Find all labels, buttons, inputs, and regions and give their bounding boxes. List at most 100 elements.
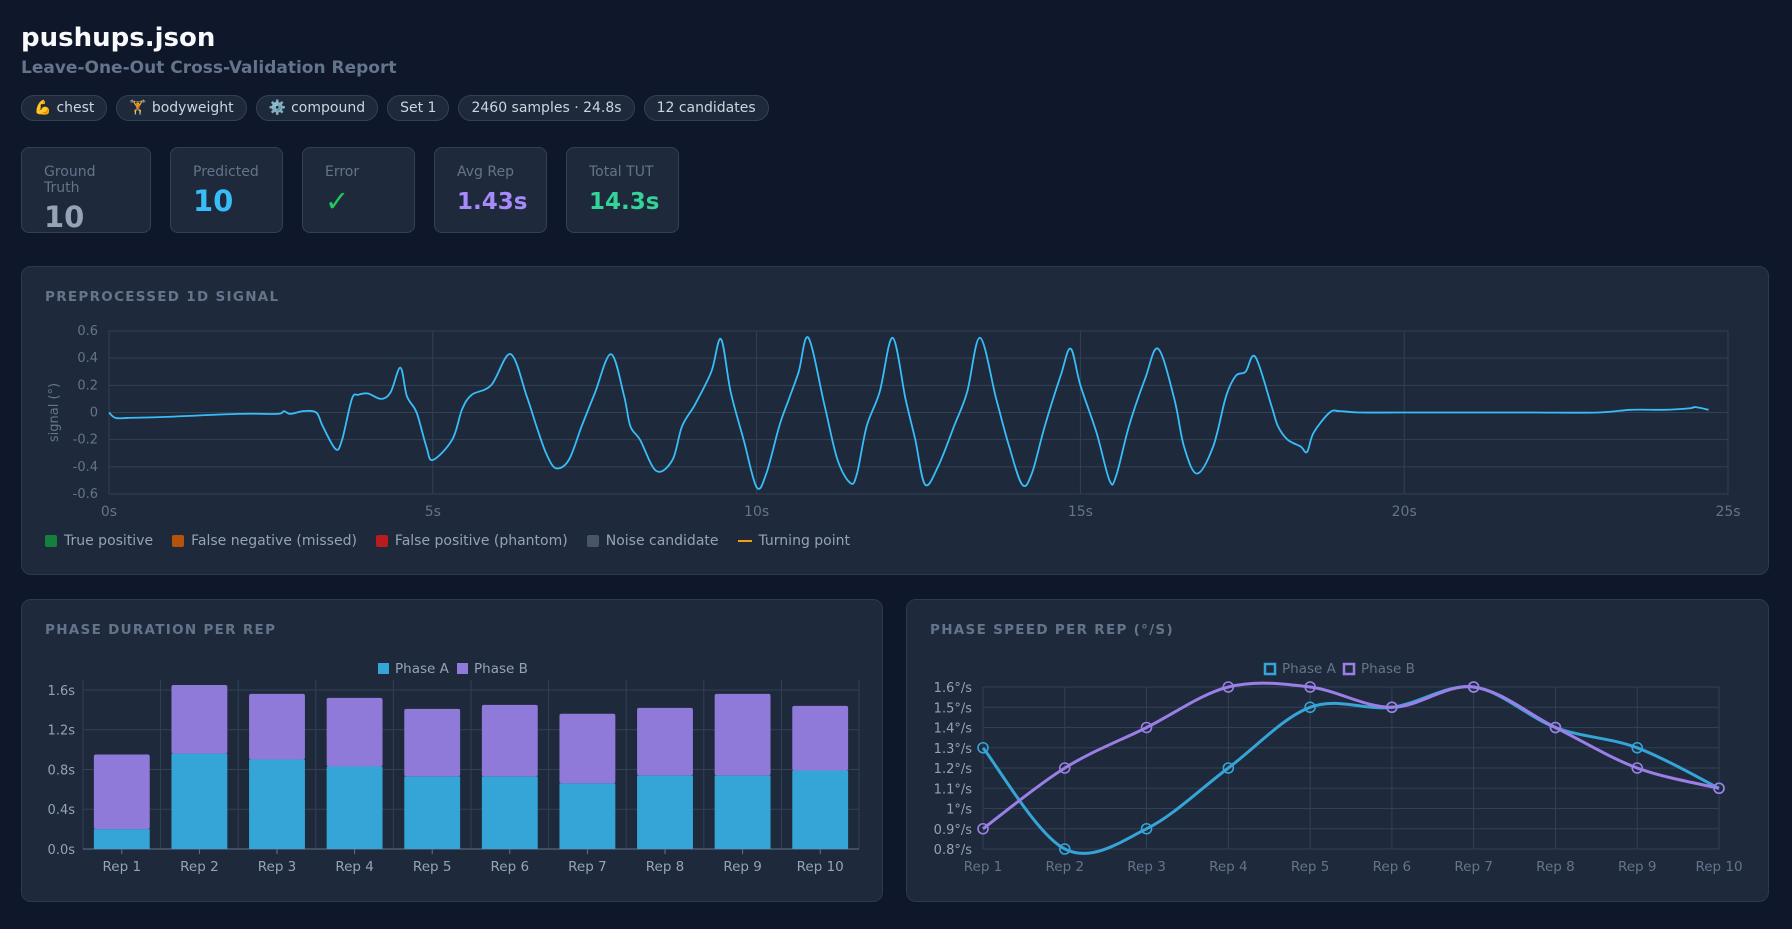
stat-total-tut: Total TUT 14.3s — [566, 147, 679, 233]
legend-label: Noise candidate — [605, 533, 719, 549]
y-tick-label: 0.4 — [77, 351, 98, 366]
tag-samples: 2460 samples · 24.8s — [458, 95, 635, 121]
bar-phase-a — [326, 766, 383, 849]
legend-swatch — [45, 535, 57, 547]
y-axis-label: signal (°) — [47, 383, 62, 442]
y-tick-label: 1.5°/s — [934, 701, 973, 716]
stat-ground-truth: Ground Truth 10 — [21, 147, 151, 234]
x-tick-label: Rep 6 — [1373, 859, 1412, 875]
point-phase-b — [1058, 762, 1071, 774]
y-tick-label: 0.9°/s — [934, 823, 973, 838]
point-phase-a — [1058, 843, 1071, 855]
bar-phase-a — [637, 775, 693, 849]
y-tick-label: 1.6°/s — [934, 681, 973, 696]
gear-icon: ⚙️ — [268, 100, 287, 116]
legend-label: Phase B — [1361, 661, 1415, 677]
x-tick-label: 10s — [744, 504, 769, 520]
y-tick-label: -0.4 — [73, 460, 98, 475]
point-phase-b — [1304, 681, 1316, 693]
legend-label: True positive — [64, 533, 154, 549]
tag-candidates: 12 candidates — [643, 95, 769, 121]
point-phase-b — [1713, 782, 1725, 795]
y-tick-label: 1.4°/s — [934, 722, 973, 737]
legend-false-negative: False negative (missed) — [172, 533, 357, 549]
point-phase-a — [977, 741, 989, 754]
bar-phase-b — [171, 684, 228, 754]
weightlifter-icon: 🏋 — [129, 100, 147, 116]
bar-phase-b — [481, 704, 538, 777]
point-phase-b — [977, 822, 989, 835]
legend-turning-point: Turning point — [737, 533, 850, 549]
panel-title: PHASE DURATION PER REP — [45, 622, 277, 638]
y-tick-label: 0.6 — [77, 324, 98, 339]
line-phase-b — [982, 681, 1720, 830]
bar-phase-b — [326, 697, 383, 767]
legend-swatch — [375, 535, 388, 547]
x-tick-label: Rep 7 — [1454, 859, 1493, 875]
legend-swatch — [1342, 662, 1356, 676]
x-tick-label: 0s — [101, 504, 117, 520]
tag-equipment: 🏋 bodyweight — [116, 95, 247, 121]
bar-phase-a — [171, 753, 228, 849]
y-tick-label: 0.8°/s — [934, 843, 973, 858]
y-tick-label: 1.1°/s — [934, 782, 973, 797]
phase-speed-panel: PHASE SPEED PER REP (°/S) Phase A Phase B… — [906, 599, 1769, 902]
x-tick-label: Rep 10 — [1695, 859, 1742, 875]
y-tick-label: 0.8s — [48, 763, 76, 778]
stat-avg-rep: Avg Rep 1.43s — [434, 147, 547, 233]
legend-swatch — [378, 663, 389, 674]
x-tick-label: 20s — [1392, 504, 1417, 520]
x-tick-label: Rep 1 — [103, 859, 142, 875]
x-tick-label: Rep 3 — [258, 859, 297, 875]
stat-value: 10 — [44, 200, 85, 234]
y-tick-label: 0.0s — [48, 843, 76, 858]
tag-set: Set 1 — [387, 95, 450, 121]
legend-false-positive: False positive (phantom) — [375, 533, 568, 549]
line-phase-a — [981, 685, 1720, 855]
panel-title: PREPROCESSED 1D SIGNAL — [45, 289, 280, 305]
tag-label: compound — [291, 100, 366, 116]
legend-label: False positive (phantom) — [394, 533, 568, 549]
bar-phase-a — [249, 759, 305, 849]
x-tick-label: Rep 5 — [1291, 859, 1330, 875]
legend-swatch — [586, 535, 599, 547]
x-tick-label: 15s — [1068, 504, 1093, 520]
x-tick-label: 5s — [425, 504, 441, 520]
legend-swatch — [457, 663, 468, 674]
bar-phase-b — [714, 693, 771, 776]
legend-true-positive: True positive — [45, 533, 153, 549]
y-tick-label: 1.6s — [48, 684, 76, 699]
point-phase-a — [1304, 701, 1316, 714]
legend-swatch — [737, 540, 752, 542]
stat-label: Error — [325, 164, 360, 180]
y-tick-label: 0.2 — [77, 378, 98, 393]
stat-value: 10 — [193, 184, 234, 218]
stat-label: Predicted — [193, 164, 259, 180]
legend-label: Phase B — [474, 661, 528, 677]
legend-label: Phase A — [395, 661, 450, 677]
x-tick-label: Rep 4 — [1209, 859, 1248, 875]
bar-phase-a — [93, 829, 150, 849]
tag-list: 💪 chest 🏋 bodyweight ⚙️ compound Set 1 2460… — [21, 95, 769, 121]
stat-predicted: Predicted 10 — [170, 147, 283, 233]
tag-label: Set 1 — [400, 100, 437, 116]
signal-panel: PREPROCESSED 1D SIGNAL 0.6 0.4 0.2 0 -0.2 -0.… — [21, 266, 1769, 575]
bar-phase-a — [559, 783, 616, 849]
check-icon: ✓ — [325, 184, 350, 218]
y-tick-label: 0 — [90, 406, 98, 421]
stat-label: Ground Truth — [44, 164, 96, 196]
point-phase-b — [1140, 721, 1153, 734]
signal-line — [108, 336, 1709, 490]
x-tick-label: 25s — [1715, 504, 1740, 520]
point-phase-a — [1140, 822, 1153, 835]
point-phase-b — [1386, 701, 1398, 714]
point-phase-b — [1549, 721, 1562, 734]
y-tick-label: 0.4s — [48, 803, 76, 818]
tag-label: 12 candidates — [656, 100, 756, 116]
stat-label: Avg Rep — [457, 164, 514, 180]
legend-noise-candidate: Noise candidate — [586, 533, 719, 549]
tag-movement-type: ⚙️ compound — [255, 95, 379, 121]
bar-phase-a — [714, 775, 771, 849]
signal-legend: True positive False negative (missed) Fa… — [45, 533, 850, 549]
point-phase-b — [1222, 681, 1235, 693]
